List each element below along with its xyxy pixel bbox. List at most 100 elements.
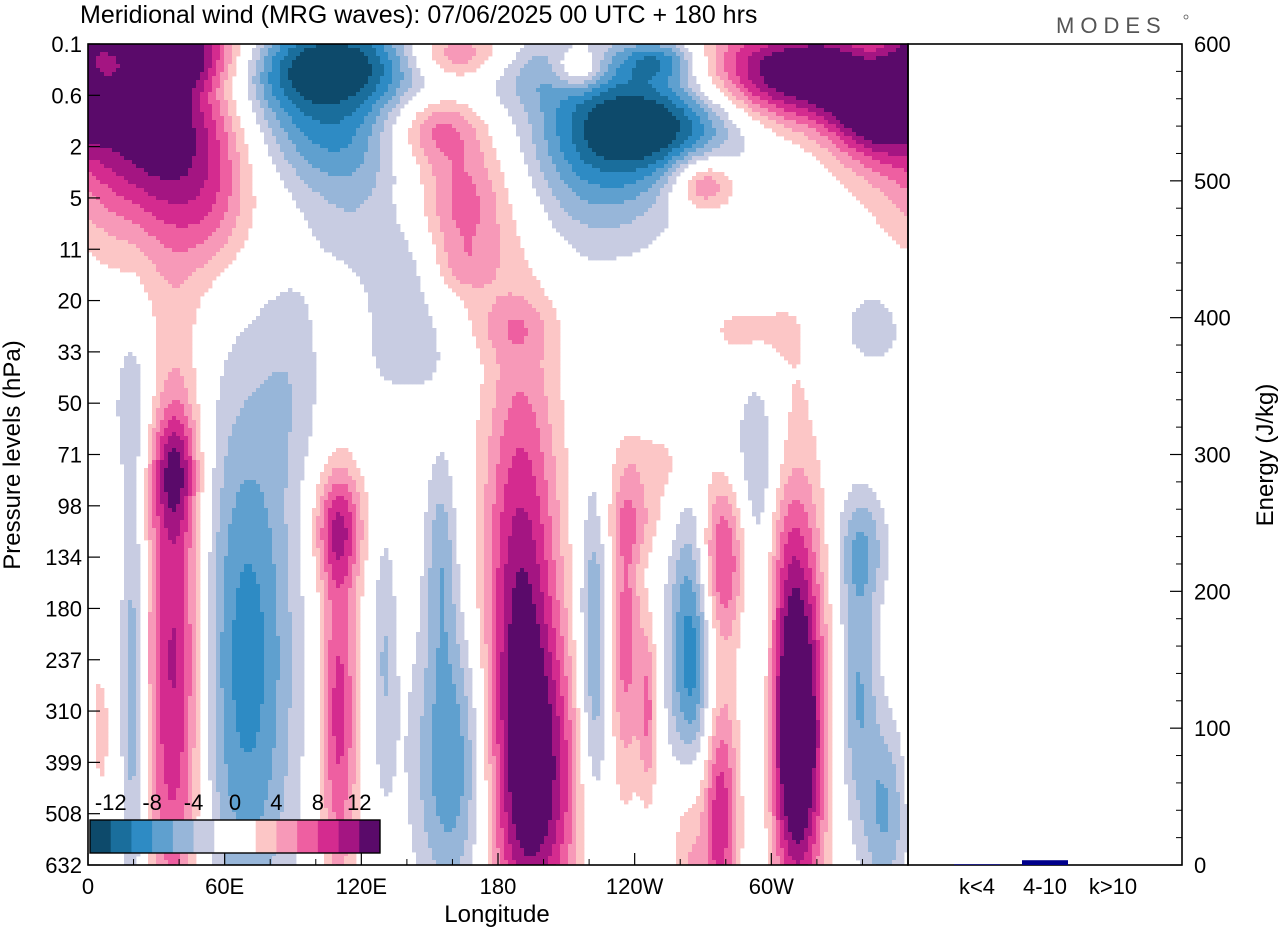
heatmap-cell <box>756 64 761 69</box>
heatmap-cell <box>520 100 525 105</box>
heatmap-cell <box>408 84 413 89</box>
heatmap-cell <box>784 112 789 117</box>
heatmap-cell <box>580 120 585 125</box>
heatmap-cell <box>108 64 113 69</box>
heatmap-cell <box>640 72 645 77</box>
heatmap-cell <box>760 84 765 89</box>
heatmap-cell <box>748 108 753 113</box>
heatmap-cell <box>348 48 353 53</box>
heatmap-cell <box>852 136 857 141</box>
heatmap-cell <box>800 52 805 57</box>
heatmap-cell <box>136 112 141 117</box>
heatmap-cell <box>716 104 721 109</box>
heatmap-cell <box>536 100 541 105</box>
heatmap-cell <box>748 52 753 57</box>
heatmap-cell <box>200 52 205 57</box>
heatmap-cell <box>532 44 537 49</box>
heatmap-cell <box>88 120 93 125</box>
heatmap-cell <box>596 100 601 105</box>
heatmap-cell <box>540 112 545 117</box>
heatmap-cell <box>92 52 97 57</box>
heatmap-cell <box>536 88 541 93</box>
heatmap-cell <box>540 136 545 141</box>
heatmap-cell <box>552 60 557 65</box>
heatmap-cell <box>196 56 201 61</box>
heatmap-cell <box>156 104 161 109</box>
heatmap-cell <box>232 128 237 133</box>
heatmap-cell <box>92 92 97 97</box>
heatmap-cell <box>856 76 861 81</box>
heatmap-cell <box>596 148 601 153</box>
heatmap-cell <box>368 48 373 53</box>
heatmap-cell <box>524 68 529 73</box>
heatmap-cell <box>888 148 893 153</box>
heatmap-cell <box>408 132 413 137</box>
heatmap-cell <box>596 48 601 53</box>
heatmap-cell <box>612 48 617 53</box>
heatmap-cell <box>120 64 125 69</box>
heatmap-cell <box>736 84 741 89</box>
heatmap-cell <box>408 92 413 97</box>
heatmap-cell <box>424 132 429 137</box>
heatmap-cell <box>336 76 341 81</box>
heatmap-cell <box>804 64 809 69</box>
heatmap-cell <box>288 140 293 145</box>
heatmap-cell <box>800 76 805 81</box>
heatmap-cell <box>184 120 189 125</box>
heatmap-cell <box>136 56 141 61</box>
heatmap-cell <box>224 76 229 81</box>
heatmap-cell <box>768 108 773 113</box>
heatmap-cell <box>152 124 157 129</box>
heatmap-cell <box>620 152 625 157</box>
heatmap-cell <box>384 152 389 157</box>
heatmap-cell <box>628 108 633 113</box>
heatmap-cell <box>504 76 509 81</box>
heatmap-cell <box>276 112 281 117</box>
heatmap-cell <box>688 96 693 101</box>
heatmap-cell <box>288 104 293 109</box>
heatmap-cell <box>340 148 345 153</box>
heatmap-cell <box>192 148 197 153</box>
heatmap-cell <box>144 60 149 65</box>
heatmap-cell <box>396 64 401 69</box>
heatmap-cell <box>816 44 821 49</box>
heatmap-cell <box>200 116 205 121</box>
heatmap-cell <box>344 136 349 141</box>
heatmap-cell <box>736 148 741 153</box>
heatmap-cell <box>612 152 617 157</box>
heatmap-cell <box>388 48 393 53</box>
heatmap-cell <box>176 116 181 121</box>
heatmap-cell <box>548 136 553 141</box>
heatmap-cell <box>304 104 309 109</box>
heatmap-cell <box>520 120 525 125</box>
heatmap-cell <box>276 92 281 97</box>
heatmap-cell <box>828 68 833 73</box>
heatmap-cell <box>808 104 813 109</box>
heatmap-cell <box>720 80 725 85</box>
heatmap-cell <box>344 64 349 69</box>
heatmap-cell <box>896 76 901 81</box>
heatmap-cell <box>452 64 457 69</box>
heatmap-cell <box>828 48 833 53</box>
heatmap-cell <box>228 72 233 77</box>
heatmap-cell <box>128 68 133 73</box>
heatmap-cell <box>248 84 253 89</box>
heatmap-cell <box>792 68 797 73</box>
heatmap-cell <box>800 84 805 89</box>
heatmap-cell <box>296 152 301 157</box>
heatmap-cell <box>652 108 657 113</box>
heatmap-cell <box>688 108 693 113</box>
heatmap-cell <box>628 44 633 49</box>
heatmap-cell <box>616 76 621 81</box>
heatmap-cell <box>116 108 121 113</box>
heatmap-cell <box>884 68 889 73</box>
heatmap-cell <box>544 84 549 89</box>
heatmap-cell <box>320 108 325 113</box>
heatmap-cell <box>184 92 189 97</box>
heatmap-cell <box>188 96 193 101</box>
heatmap-cell <box>776 68 781 73</box>
heatmap-cell <box>116 84 121 89</box>
heatmap-cell <box>348 44 353 49</box>
heatmap-cell <box>596 60 601 65</box>
heatmap-cell <box>868 52 873 57</box>
